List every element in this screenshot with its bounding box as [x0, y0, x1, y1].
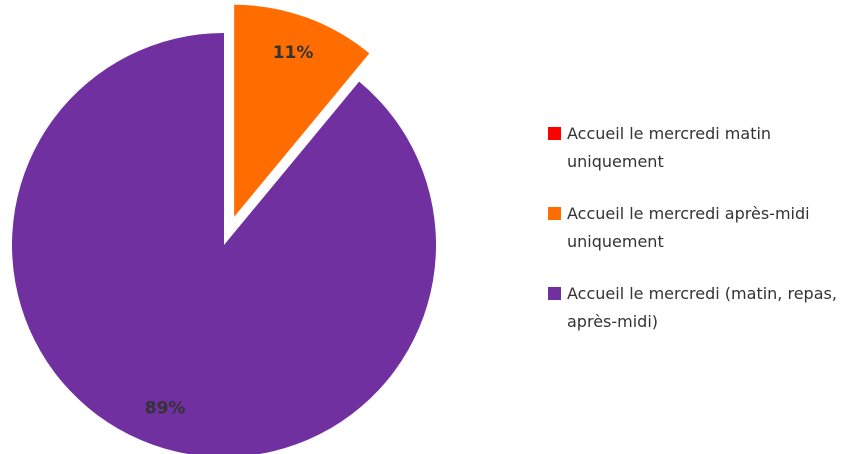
legend-label: Accueil le mercredi après-midi uniquemen… — [567, 204, 810, 251]
data-label: 11% — [273, 43, 314, 63]
legend-swatch — [548, 127, 561, 140]
legend: Accueil le mercredi matin uniquement Accu… — [548, 120, 853, 360]
legend-item: Accueil le mercredi après-midi uniquemen… — [548, 200, 853, 256]
data-label: 89% — [145, 399, 186, 419]
pie-slice — [12, 33, 436, 454]
pie-slice — [234, 4, 370, 217]
legend-swatch — [548, 287, 561, 300]
legend-swatch — [548, 207, 561, 220]
legend-label: Accueil le mercredi (matin, repas, après… — [567, 284, 837, 331]
legend-label: Accueil le mercredi matin uniquement — [567, 124, 772, 171]
legend-item: Accueil le mercredi (matin, repas, après… — [548, 280, 853, 336]
legend-item: Accueil le mercredi matin uniquement — [548, 120, 853, 176]
